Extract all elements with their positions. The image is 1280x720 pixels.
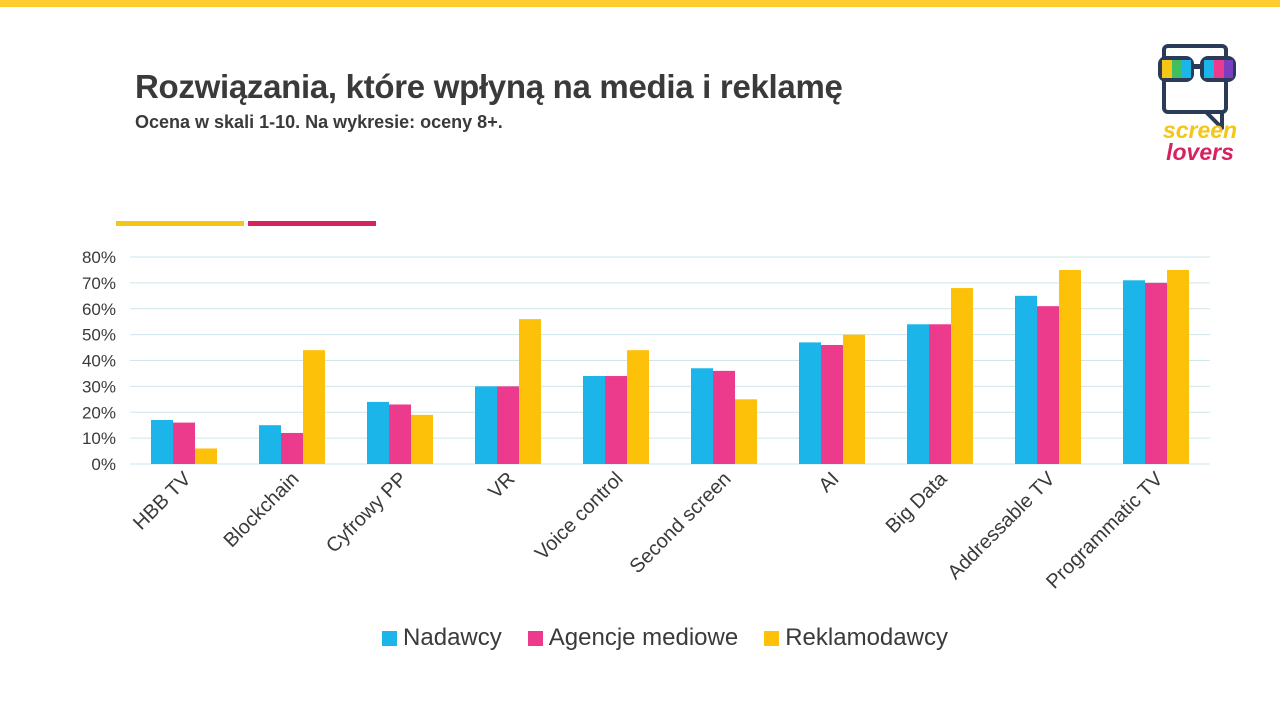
x-tick-label: Addressable TV bbox=[944, 468, 1060, 584]
bar-reklamodawcy bbox=[1059, 269, 1081, 464]
bars bbox=[151, 269, 1189, 464]
legend-item-reklamodawcy: Reklamodawcy bbox=[764, 624, 948, 652]
y-tick-label: 60% bbox=[82, 300, 116, 319]
chart-legend: Nadawcy Agencje mediowe Reklamodawcy bbox=[0, 624, 1280, 652]
bar-reklamodawcy bbox=[951, 288, 973, 464]
x-tick-label: VR bbox=[484, 468, 519, 503]
bar-reklamodawcy bbox=[519, 319, 541, 464]
bar-reklamodawcy bbox=[627, 350, 649, 464]
logo-text-screen: screen bbox=[1162, 117, 1238, 143]
bar-agencje bbox=[821, 344, 843, 464]
page-subtitle: Ocena w skali 1-10. Na wykresie: oceny 8… bbox=[135, 112, 503, 132]
bar-agencje bbox=[389, 404, 411, 464]
x-tick-label: Second screen bbox=[626, 468, 736, 578]
bar-nadawcy bbox=[691, 368, 713, 464]
legend-swatch bbox=[764, 630, 780, 646]
bar-reklamodawcy bbox=[1167, 269, 1189, 464]
bar-agencje bbox=[605, 376, 627, 464]
screen-lovers-logo bbox=[1158, 44, 1236, 130]
y-tick-label: 10% bbox=[82, 429, 116, 448]
y-tick-label: 70% bbox=[82, 274, 116, 293]
bar-agencje bbox=[281, 432, 303, 464]
top-accent-bar bbox=[0, 0, 1280, 7]
y-tick-label: 30% bbox=[82, 377, 116, 396]
x-tick-label: Voice control bbox=[531, 468, 628, 565]
x-tick-label: Blockchain bbox=[220, 468, 304, 552]
y-tick-label: 0% bbox=[91, 455, 116, 474]
bar-nadawcy bbox=[475, 386, 497, 464]
bar-reklamodawcy bbox=[411, 414, 433, 464]
bar-agencje bbox=[1145, 282, 1167, 464]
bar-nadawcy bbox=[367, 401, 389, 464]
y-tick-label: 80% bbox=[82, 248, 116, 267]
bar-agencje bbox=[713, 370, 735, 464]
x-tick-label: HBB TV bbox=[129, 468, 196, 535]
legend-label: Reklamodawcy bbox=[785, 624, 948, 651]
x-tick-label: Cyfrowy PP bbox=[322, 468, 411, 557]
legend-swatch bbox=[527, 630, 543, 646]
accent-line-magenta bbox=[248, 221, 376, 226]
legend-label: Agencje mediowe bbox=[548, 624, 739, 651]
logo-text-lovers: lovers bbox=[1166, 139, 1234, 165]
bar-reklamodawcy bbox=[735, 399, 757, 464]
y-tick-label: 50% bbox=[82, 326, 116, 345]
bar-agencje bbox=[173, 422, 195, 464]
page-title: Rozwiązania, które wpłyną na media i rek… bbox=[135, 68, 843, 105]
legend-swatch bbox=[382, 630, 398, 646]
bar-reklamodawcy bbox=[303, 350, 325, 464]
bar-nadawcy bbox=[799, 342, 821, 464]
x-tick-label: Big Data bbox=[882, 467, 952, 537]
accent-line-yellow bbox=[116, 221, 244, 226]
y-axis-ticks: 0% 10% 20% 30% 40% 50% 60% 70% 80% bbox=[82, 248, 116, 474]
bar-reklamodawcy bbox=[195, 448, 217, 464]
bar-agencje bbox=[929, 324, 951, 464]
bar-reklamodawcy bbox=[843, 334, 865, 464]
x-tick-label: Programmatic TV bbox=[1042, 468, 1168, 594]
bar-nadawcy bbox=[583, 376, 605, 464]
bar-agencje bbox=[497, 386, 519, 464]
bar-nadawcy bbox=[1015, 295, 1037, 464]
legend-label: Nadawcy bbox=[403, 624, 502, 651]
bar-nadawcy bbox=[259, 425, 281, 464]
bar-nadawcy bbox=[907, 324, 929, 464]
bar-agencje bbox=[1037, 306, 1059, 464]
legend-item-agencje: Agencje mediowe bbox=[527, 624, 739, 652]
x-tick-label: AI bbox=[815, 468, 844, 497]
y-tick-label: 40% bbox=[82, 352, 116, 371]
legend-item-nadawcy: Nadawcy bbox=[382, 624, 502, 652]
y-tick-label: 20% bbox=[82, 403, 116, 422]
x-axis-ticks: HBB TV Blockchain Cyfrowy PP VR Voice contro… bbox=[129, 467, 1168, 593]
bar-nadawcy bbox=[1123, 280, 1145, 464]
bar-nadawcy bbox=[151, 420, 173, 464]
